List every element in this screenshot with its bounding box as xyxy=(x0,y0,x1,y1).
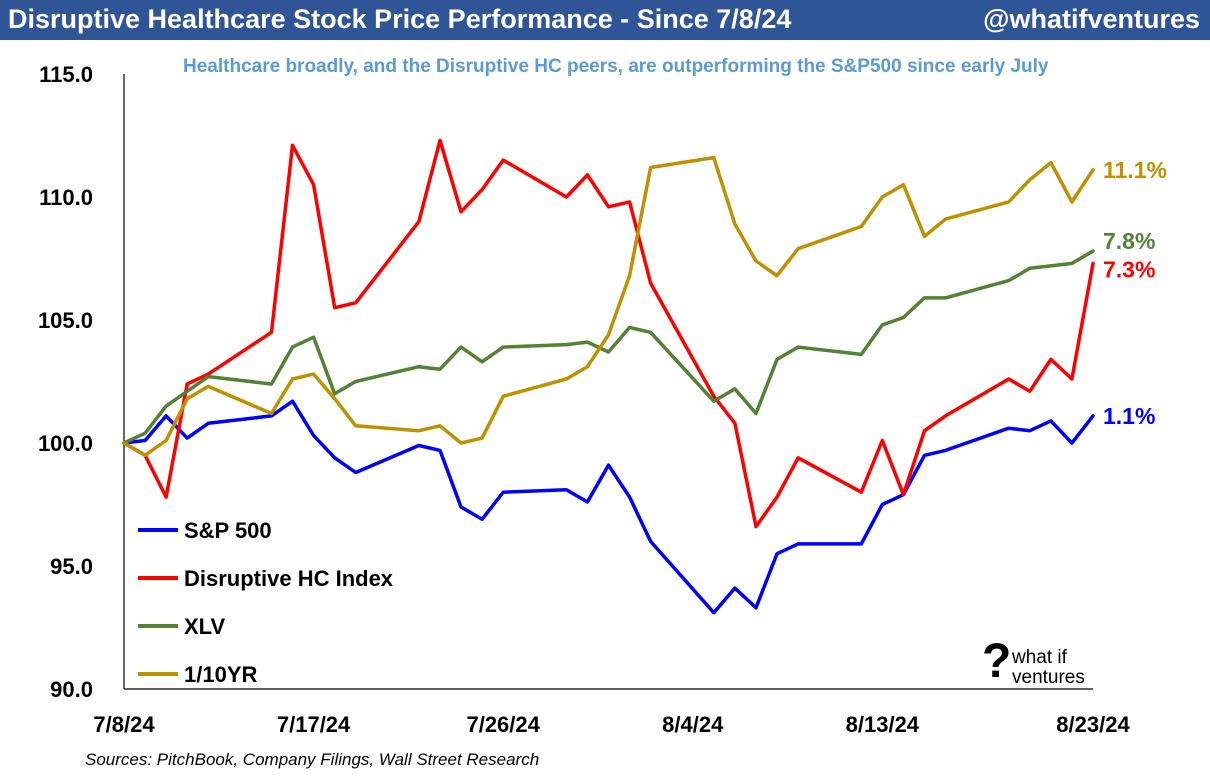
y-tick-label: 105.0 xyxy=(38,308,93,333)
logo-line-1: what if xyxy=(1012,647,1067,668)
x-tick-label: 8/23/24 xyxy=(1056,712,1130,737)
series-line xyxy=(122,138,1095,529)
series-end-label: 1.1% xyxy=(1103,403,1155,429)
chart-subtitle: Healthcare broadly, and the Disruptive H… xyxy=(183,56,1049,77)
chart-title: Disruptive Healthcare Stock Price Perfor… xyxy=(8,4,792,34)
logo-text: what if ventures xyxy=(1012,648,1085,688)
title-bar: Disruptive Healthcare Stock Price Perfor… xyxy=(0,0,1210,40)
y-tick-label: 110.0 xyxy=(39,185,93,210)
series-end-label: 11.1% xyxy=(1103,157,1167,183)
y-tick-label: 90.0 xyxy=(50,677,93,702)
legend-label: S&P 500 xyxy=(184,518,272,543)
question-mark-icon: ? xyxy=(982,635,1012,688)
author-handle: @whatifventures xyxy=(983,4,1200,34)
y-tick-label: 115.0 xyxy=(39,62,93,87)
x-tick-label: 8/13/24 xyxy=(846,712,920,737)
x-tick-label: 7/17/24 xyxy=(277,712,351,737)
series-end-label: 7.8% xyxy=(1103,228,1155,254)
legend-label: 1/10YR xyxy=(184,662,257,687)
series-line xyxy=(122,399,1095,615)
source-note: Sources: PitchBook, Company Filings, Wal… xyxy=(85,750,540,769)
y-tick-label: 95.0 xyxy=(50,554,93,579)
y-tick-label: 100.0 xyxy=(38,431,93,456)
x-tick-label: 8/4/24 xyxy=(662,712,724,737)
legend-label: Disruptive HC Index xyxy=(184,566,394,591)
series-line xyxy=(122,155,1095,458)
series-end-label: 7.3% xyxy=(1103,256,1155,282)
x-tick-label: 7/8/24 xyxy=(93,712,155,737)
x-tick-label: 7/26/24 xyxy=(466,712,540,737)
legend-label: XLV xyxy=(184,614,225,639)
series-line xyxy=(122,249,1095,445)
logo-line-2: ventures xyxy=(1012,667,1085,688)
